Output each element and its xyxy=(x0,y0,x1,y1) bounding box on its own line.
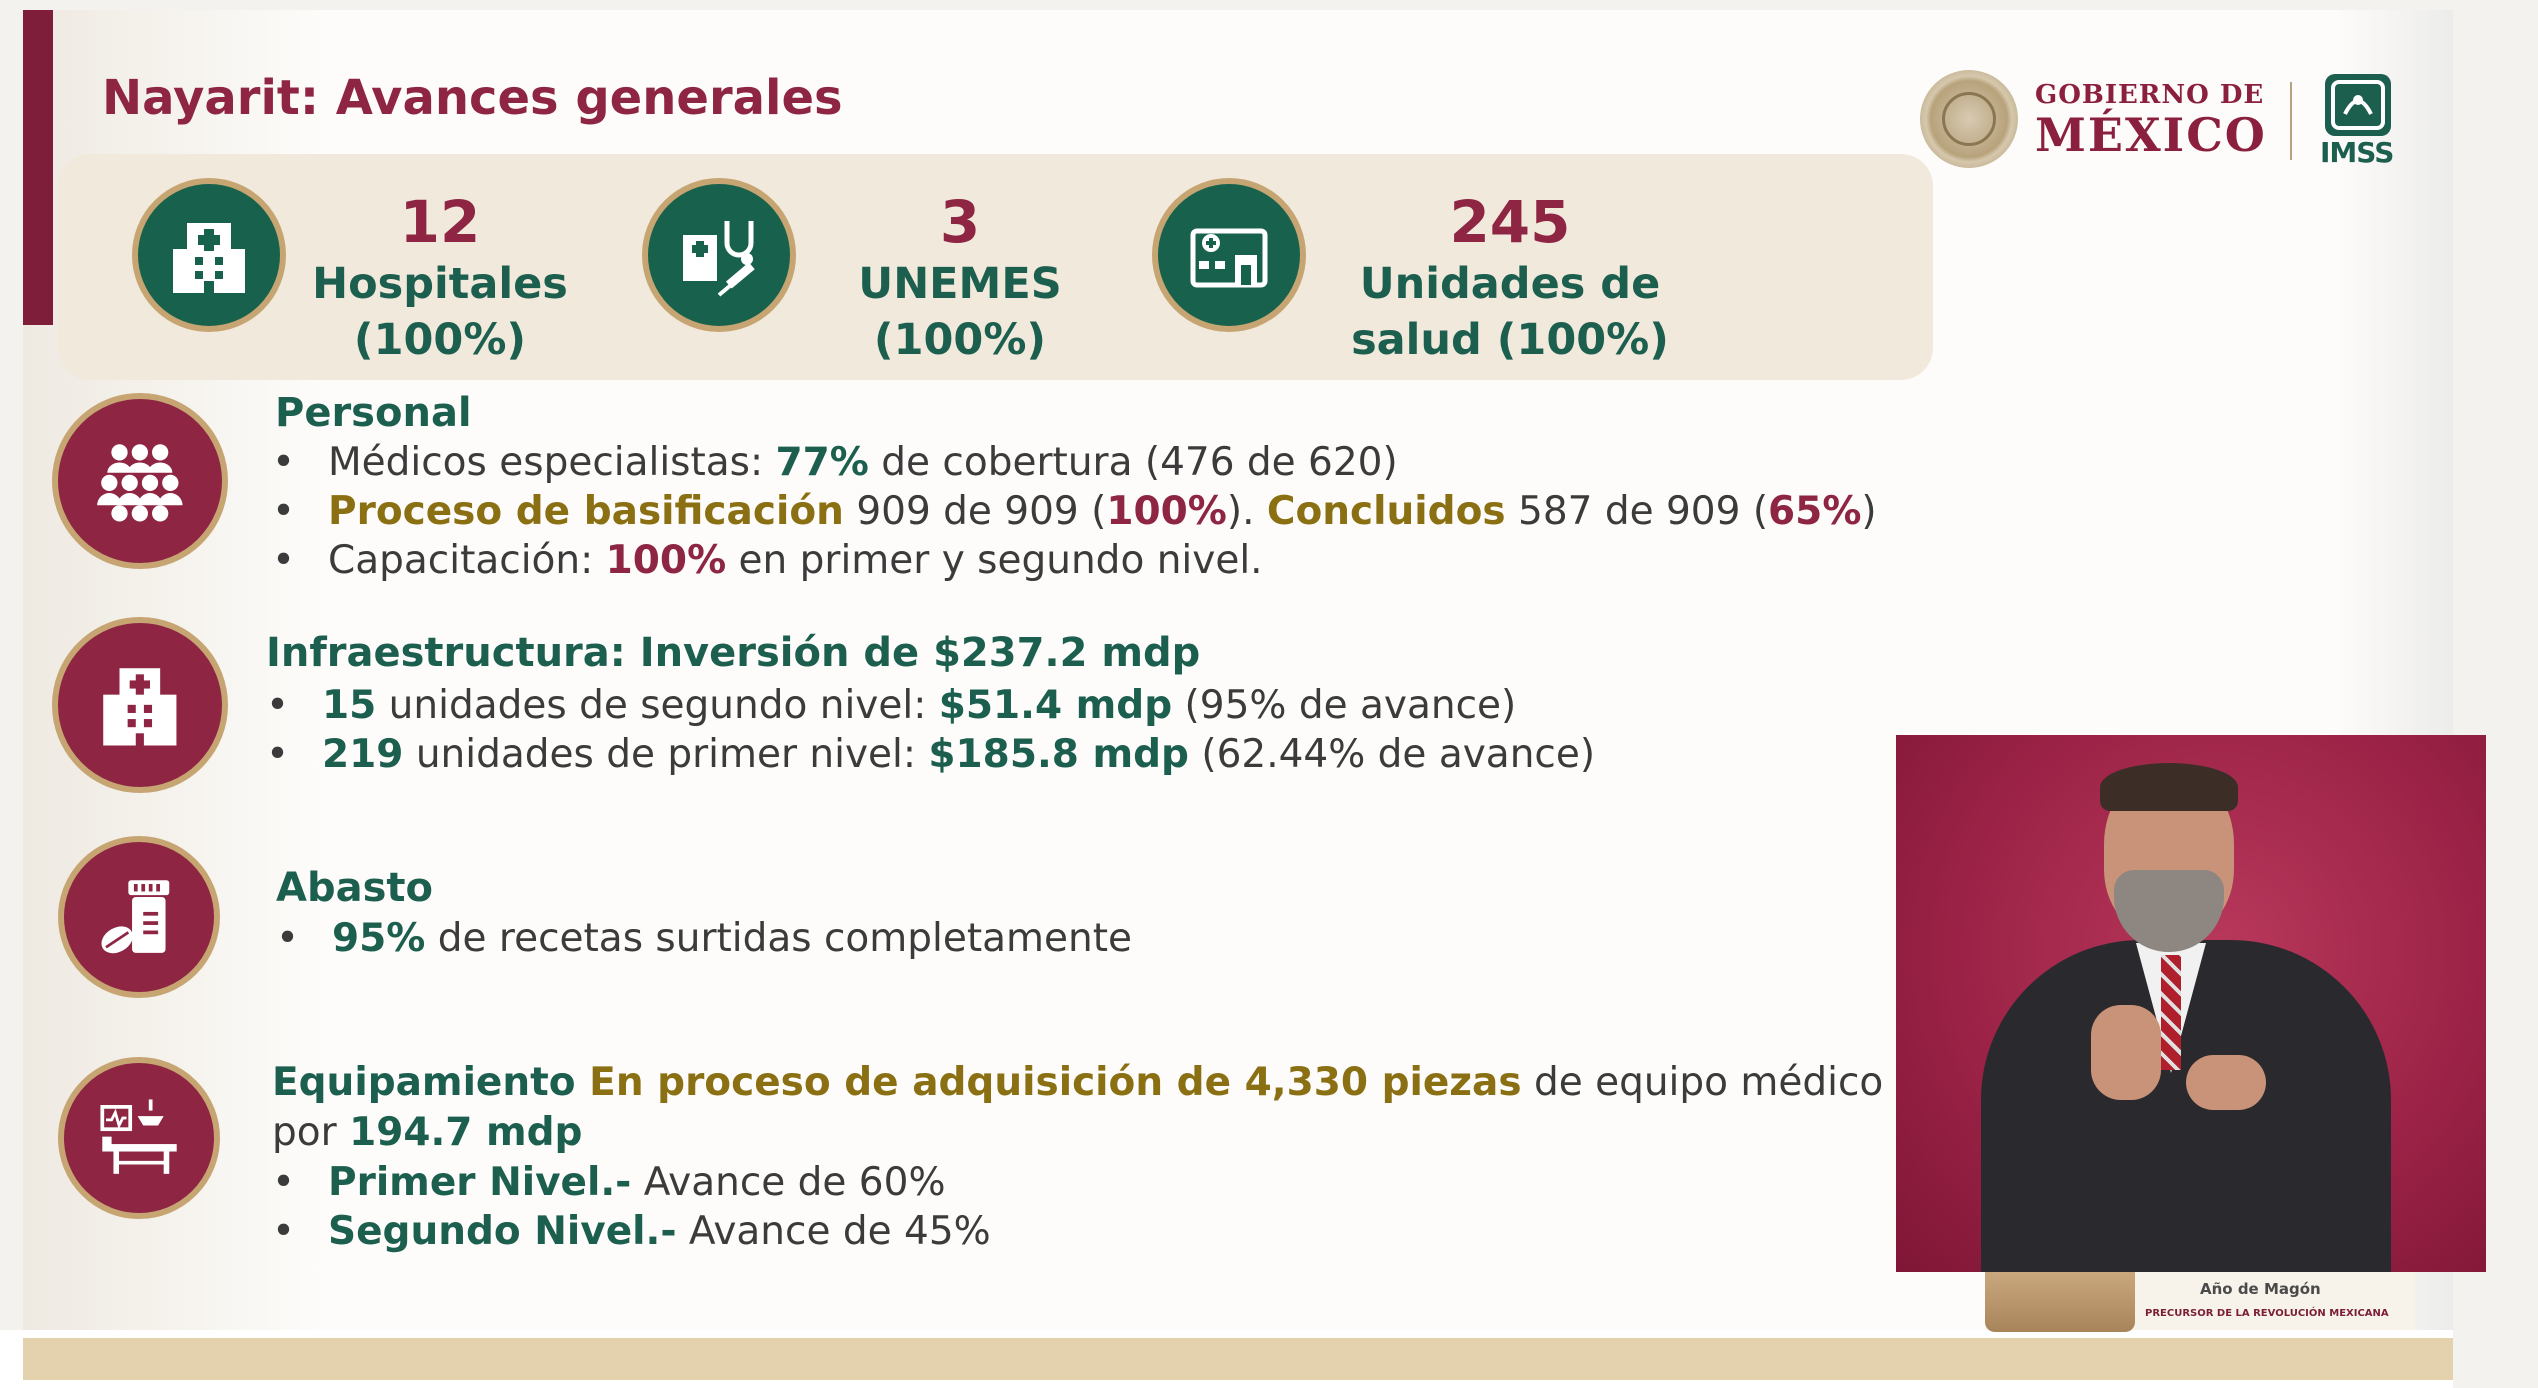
stat-unemes-label: UNEMES xyxy=(858,259,1062,309)
page-title: Nayarit: Avances generales xyxy=(102,70,843,126)
stat-unidades-number: 245 xyxy=(1449,188,1571,256)
medical-equipment-icon xyxy=(58,1057,220,1219)
interpreter-tie xyxy=(2161,955,2181,1070)
personal-line-1: • Médicos especialistas: 77% de cobertura… xyxy=(272,440,1398,485)
infra-line-2: • 219 unidades de primer nivel: $185.8 md… xyxy=(266,732,1596,777)
accent-bar xyxy=(23,10,53,325)
section-personal-title: Personal xyxy=(275,390,472,436)
national-seal-icon xyxy=(1920,70,2018,168)
anio-magon-text: Año de Magón xyxy=(2200,1280,2321,1298)
stat-hospitales-number: 12 xyxy=(399,188,481,256)
stat-hospitales-label: Hospitales xyxy=(312,259,568,309)
sign-language-video xyxy=(1896,735,2486,1272)
gobierno-logo-line1: GOBIERNO DE xyxy=(2035,80,2265,110)
stat-unidades-percent: salud (100%) xyxy=(1351,315,1669,365)
health-unit-icon xyxy=(1152,178,1306,332)
stat-unemes-number: 3 xyxy=(939,188,981,256)
stats-panel xyxy=(58,154,1933,380)
logo-divider xyxy=(2290,82,2292,160)
equip-line-2: por 194.7 mdp xyxy=(272,1110,583,1155)
staff-group-icon xyxy=(52,393,228,569)
equip-line-1: Equipamiento En proceso de adquisición d… xyxy=(272,1060,1884,1105)
abasto-line-1: • 95% de recetas surtidas completamente xyxy=(276,916,1133,961)
equip-line-3: • Primer Nivel.- Avance de 60% xyxy=(272,1160,946,1205)
personal-line-2: • Proceso de basificación 909 de 909 (100… xyxy=(272,489,1877,534)
personal-line-3: • Capacitación: 100% en primer y segundo … xyxy=(272,538,1263,583)
magon-portrait xyxy=(1985,1272,2135,1332)
imss-logo-text: IMSS xyxy=(2320,136,2394,169)
infra-line-1: • 15 unidades de segundo nivel: $51.4 mdp… xyxy=(266,683,1517,728)
section-infraestructura-title: Infraestructura: Inversión de $237.2 mdp xyxy=(266,630,1201,676)
imss-emblem-icon xyxy=(2325,74,2391,136)
medical-unit-icon xyxy=(642,178,796,332)
anio-magon-subtitle: PRECURSOR DE LA REVOLUCIÓN MEXICANA xyxy=(2145,1308,2389,1319)
stat-unidades-label: Unidades de xyxy=(1359,259,1661,309)
section-equipamiento-title: Equipamiento xyxy=(272,1060,576,1105)
interpreter-hand-left xyxy=(2091,1005,2161,1100)
infrastructure-hospital-icon xyxy=(52,617,228,793)
interpreter-hair xyxy=(2100,763,2238,811)
gobierno-logo-line2: MÉXICO xyxy=(2035,108,2267,162)
section-abasto-title: Abasto xyxy=(276,865,433,911)
hospital-icon xyxy=(132,178,286,332)
interpreter-hand-right xyxy=(2186,1055,2266,1110)
bottom-strip xyxy=(23,1338,2453,1380)
stat-unemes-percent: (100%) xyxy=(873,315,1047,365)
medicine-supply-icon xyxy=(58,836,220,998)
equip-line-4: • Segundo Nivel.- Avance de 45% xyxy=(272,1209,991,1254)
stat-hospitales-percent: (100%) xyxy=(353,315,527,365)
